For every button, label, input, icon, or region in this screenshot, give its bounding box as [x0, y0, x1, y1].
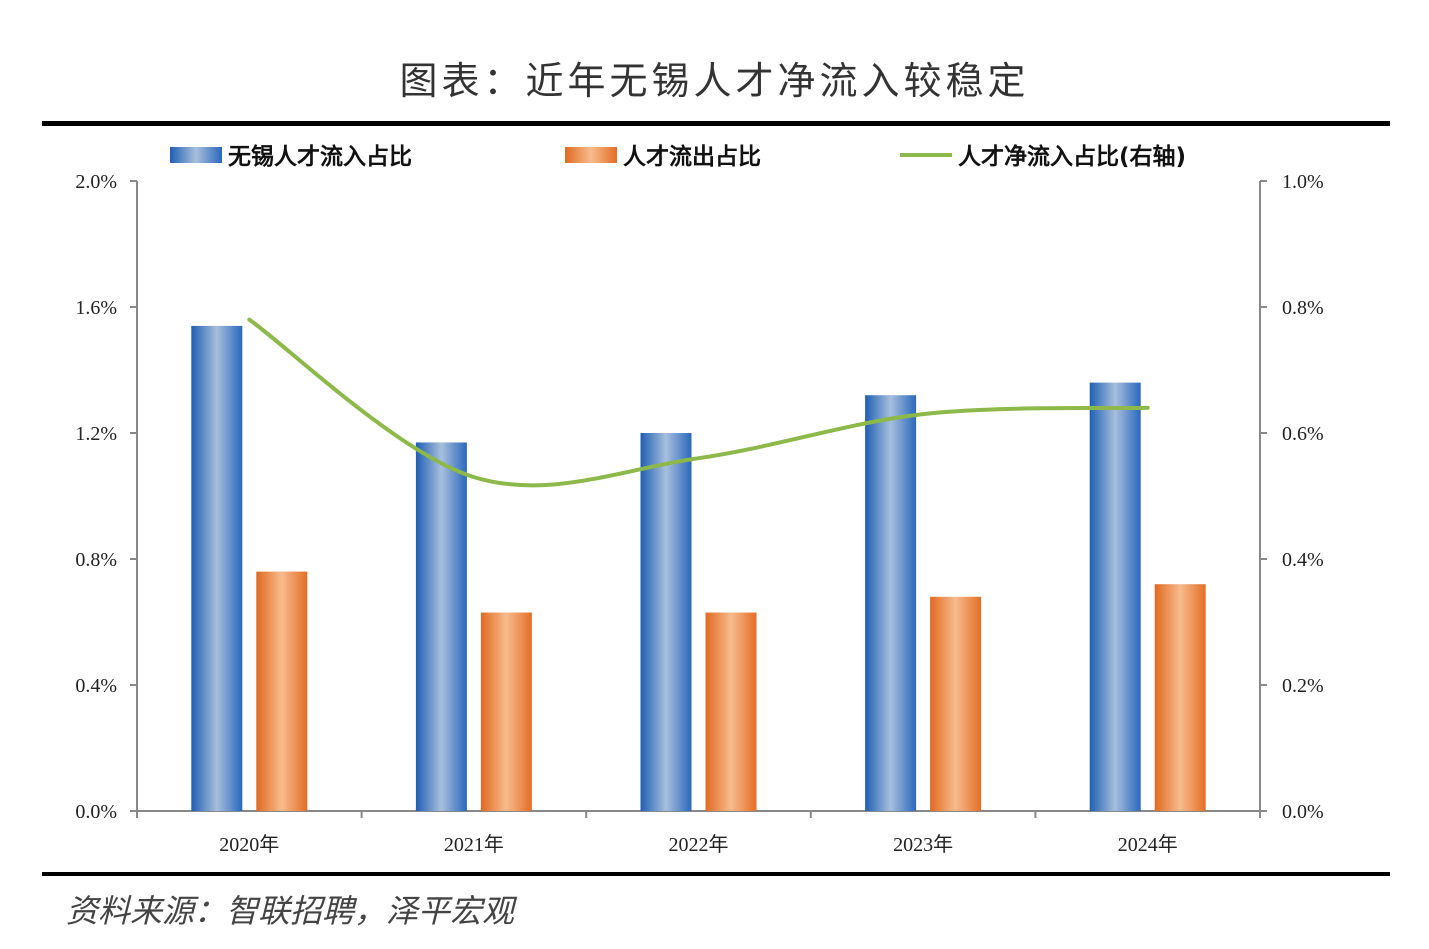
bar-outflow [930, 596, 982, 811]
bar-inflow [415, 442, 467, 811]
left-tick-label: 0.0% [75, 801, 117, 823]
bar-outflow [705, 612, 757, 811]
bar-inflow [191, 325, 243, 811]
right-tick-label: 0.6% [1282, 423, 1324, 445]
bar-outflow [1154, 584, 1206, 811]
x-tick-label: 2023年 [893, 833, 953, 856]
legend-swatch [565, 147, 617, 163]
right-tick-label: 0.2% [1282, 675, 1324, 697]
bar-outflow [480, 612, 532, 811]
legend-label: 无锡人才流入占比 [228, 143, 412, 170]
chart: 无锡人才流入占比 人才流出占比 人才净流入占比(右轴) 0.0% 0.4% 0.8% 1.… [75, 143, 1323, 856]
legend-label: 人才净流入占比(右轴) [958, 143, 1186, 170]
chart-title: 图表：近年无锡人才净流入较稳定 [399, 59, 1030, 103]
x-tick-label: 2022年 [669, 833, 729, 856]
left-tick-label: 1.2% [75, 423, 117, 445]
legend-swatch [170, 147, 222, 163]
top-rule [42, 121, 1390, 126]
axes: 0.0% 0.4% 0.8% 1.2% 1.6% 2.0% 0.0% 0.2% 0.4% 0.6%… [75, 171, 1323, 856]
right-tick-label: 1.0% [1282, 171, 1324, 193]
legend: 无锡人才流入占比 人才流出占比 人才净流入占比(右轴) [170, 143, 1186, 170]
x-tick-label: 2020年 [219, 833, 279, 856]
left-tick-label: 0.8% [75, 549, 117, 571]
right-tick-label: 0.8% [1282, 297, 1324, 319]
source-note: 资料来源：智联招聘，泽平宏观 [66, 892, 515, 930]
net-inflow-line [247, 317, 1150, 488]
bar-inflow [865, 395, 917, 811]
bars [191, 325, 1206, 811]
bar-inflow [1089, 382, 1141, 811]
bar-inflow [640, 433, 692, 811]
left-tick-label: 2.0% [75, 171, 117, 193]
bar-outflow [256, 571, 308, 811]
left-tick-label: 0.4% [75, 675, 117, 697]
bottom-rule [42, 872, 1390, 876]
right-tick-label: 0.0% [1282, 801, 1324, 823]
legend-label: 人才流出占比 [623, 143, 761, 170]
x-tick-label: 2021年 [444, 833, 504, 856]
lines [247, 317, 1150, 488]
left-tick-label: 1.6% [75, 297, 117, 319]
right-tick-label: 0.4% [1282, 549, 1324, 571]
x-tick-label: 2024年 [1118, 833, 1178, 856]
